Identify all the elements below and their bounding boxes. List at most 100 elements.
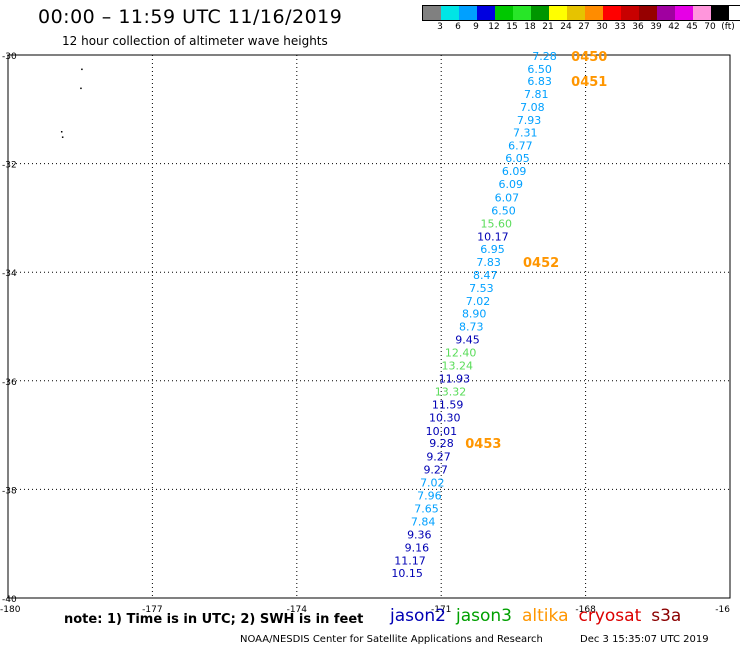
swh-value: 10.30 bbox=[429, 412, 461, 425]
legend-swatch bbox=[711, 6, 729, 20]
satellite-legend-s3a: s3a bbox=[651, 606, 682, 626]
legend-label: 33 bbox=[614, 22, 626, 32]
legend-swatch bbox=[423, 6, 441, 20]
swh-value: 11.93 bbox=[439, 373, 471, 386]
swh-value: 7.31 bbox=[513, 127, 538, 140]
satellite-legend-jason3: jason3 bbox=[456, 606, 512, 626]
legend-label: 45 bbox=[686, 22, 698, 32]
swh-value: 11.59 bbox=[432, 399, 464, 412]
legend-label: 70 bbox=[704, 22, 716, 32]
swh-value: 6.83 bbox=[527, 75, 552, 88]
legend-swatch bbox=[639, 6, 657, 20]
swh-value: 7.65 bbox=[414, 502, 439, 515]
map-title: 00:00 – 11:59 UTC 11/16/2019 bbox=[38, 6, 343, 28]
lat-tick-label: -38 bbox=[2, 486, 17, 496]
swh-value: 7.02 bbox=[420, 476, 445, 489]
map-frame bbox=[7, 54, 731, 599]
legend-swatch bbox=[657, 6, 675, 20]
swh-value: 7.81 bbox=[524, 88, 549, 101]
swh-value: 10.17 bbox=[477, 230, 509, 243]
swh-value: 7.53 bbox=[469, 282, 494, 295]
swh-value: 7.93 bbox=[517, 114, 542, 127]
legend-label: 42 bbox=[668, 22, 680, 32]
lon-tick-label: -16 bbox=[715, 605, 730, 615]
time-label: 0450 bbox=[571, 50, 607, 65]
legend-label: 39 bbox=[650, 22, 662, 32]
swh-value: 8.47 bbox=[473, 269, 498, 282]
swh-value: 8.73 bbox=[459, 321, 484, 334]
legend-label: 12 bbox=[488, 22, 500, 32]
legend-label: 27 bbox=[578, 22, 590, 32]
legend-swatch bbox=[459, 6, 477, 20]
swh-value: 7.83 bbox=[476, 256, 501, 269]
island-dot bbox=[81, 68, 83, 71]
swh-value: 9.27 bbox=[426, 450, 451, 463]
legend-label: 21 bbox=[542, 22, 554, 32]
swh-value: 6.07 bbox=[495, 191, 520, 204]
lat-tick-label: -30 bbox=[2, 52, 17, 62]
time-label: 0451 bbox=[571, 75, 607, 90]
island-dot bbox=[61, 136, 64, 138]
swh-value: 11.17 bbox=[394, 555, 426, 568]
legend-swatch bbox=[603, 6, 621, 20]
swh-value: 6.50 bbox=[491, 204, 516, 217]
swh-value: 8.90 bbox=[462, 307, 487, 320]
swh-value: 9.16 bbox=[405, 542, 430, 555]
legend-label: 18 bbox=[524, 22, 536, 32]
swh-value: 6.05 bbox=[505, 152, 530, 165]
swh-value: 6.09 bbox=[502, 165, 527, 178]
legend-swatch bbox=[621, 6, 639, 20]
lon-tick-label: -171 bbox=[431, 605, 451, 615]
legend-label: 24 bbox=[560, 22, 572, 32]
swh-value: 9.27 bbox=[423, 463, 448, 476]
swh-value: 6.77 bbox=[508, 140, 533, 153]
lat-tick-label: -32 bbox=[2, 161, 17, 171]
legend-label: 3 bbox=[437, 22, 443, 32]
time-label: 0453 bbox=[465, 437, 501, 452]
swh-value: 9.36 bbox=[407, 528, 432, 541]
legend-swatch bbox=[585, 6, 603, 20]
swh-value: 6.95 bbox=[480, 243, 505, 256]
lat-tick-label: -34 bbox=[2, 269, 17, 279]
swh-value: 9.45 bbox=[455, 334, 480, 347]
lon-tick-label: -168 bbox=[575, 605, 596, 615]
swh-value: 10.01 bbox=[426, 425, 458, 438]
legend-swatch bbox=[693, 6, 711, 20]
units-note: note: 1) Time is in UTC; 2) SWH is in fe… bbox=[64, 612, 364, 627]
lat-tick-label: -40 bbox=[2, 595, 17, 605]
lat-tick-label: -36 bbox=[2, 378, 17, 388]
satellite-legend-altika: altika bbox=[522, 606, 569, 626]
legend-swatch bbox=[675, 6, 693, 20]
swh-value: 10.15 bbox=[391, 567, 423, 580]
swh-value: 7.08 bbox=[520, 101, 545, 114]
legend-label: 15 bbox=[506, 22, 518, 32]
time-label: 0452 bbox=[523, 256, 559, 271]
legend-label: 6 bbox=[455, 22, 461, 32]
swh-value: 7.02 bbox=[466, 295, 491, 308]
lon-tick-label: -180 bbox=[0, 605, 21, 615]
swh-value: 6.09 bbox=[499, 178, 524, 191]
swh-value: 9.28 bbox=[429, 437, 454, 450]
legend-swatch bbox=[441, 6, 459, 20]
legend-swatch-row bbox=[422, 5, 740, 21]
legend-swatch bbox=[531, 6, 549, 20]
satellite-legend-cryosat: cryosat bbox=[578, 606, 642, 626]
swh-value: 6.50 bbox=[527, 63, 552, 76]
legend-swatch bbox=[567, 6, 585, 20]
footer-credit: NOAA/NESDIS Center for Satellite Applica… bbox=[240, 634, 543, 645]
swh-value: 12.40 bbox=[445, 347, 477, 360]
swh-value: 7.28 bbox=[532, 50, 557, 63]
swh-value: 13.32 bbox=[435, 386, 467, 399]
swh-value: 13.24 bbox=[441, 360, 473, 373]
satellite-legend: jason2 jason3 altika cryosat s3a bbox=[390, 606, 691, 626]
legend-swatch bbox=[477, 6, 495, 20]
legend-label: 36 bbox=[632, 22, 644, 32]
legend-label-row: 3 6 9 12 15 18 21 24 27 30 33 36 39 42 45 70 (ft) bbox=[422, 21, 740, 33]
swh-value: 7.84 bbox=[411, 515, 436, 528]
legend-swatch bbox=[549, 6, 567, 20]
legend-label: (ft) bbox=[721, 22, 735, 32]
map-subtitle: 12 hour collection of altimeter wave hei… bbox=[62, 34, 328, 48]
lon-tick-label: -177 bbox=[142, 605, 162, 615]
legend-swatch bbox=[495, 6, 513, 20]
